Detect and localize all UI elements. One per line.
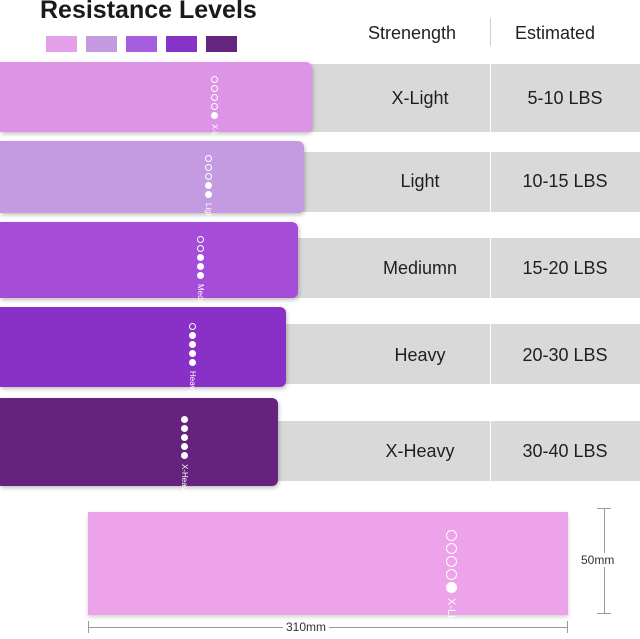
level-dot — [197, 236, 204, 243]
band-medium: Meduim — [0, 222, 298, 312]
level-dot — [445, 582, 457, 593]
band-label: X-Light — [210, 124, 219, 150]
level-dot — [181, 443, 188, 450]
band-heavy: Heavy — [0, 307, 286, 394]
estimated-value: 15-20 LBS — [522, 258, 608, 278]
band-label: X-Light — [445, 598, 457, 633]
estimated-value: 30-40 LBS — [522, 441, 608, 461]
row-divider — [490, 324, 491, 384]
row-divider — [490, 152, 491, 212]
level-dot — [181, 452, 188, 459]
band-label: Light — [204, 203, 213, 221]
level-dot — [181, 434, 188, 441]
estimated-column-header: Estimated — [515, 23, 596, 43]
band-marker: X-Heavy — [180, 416, 189, 495]
band-marker: Meduim — [196, 236, 205, 312]
level-dot — [181, 425, 188, 432]
table-row — [240, 238, 640, 298]
dimension-cap — [597, 508, 611, 509]
strength-label: Heavy — [394, 345, 446, 365]
level-dot — [211, 112, 218, 119]
band-label: Meduim — [196, 284, 205, 313]
level-dot — [211, 85, 218, 92]
level-dot — [181, 416, 188, 423]
dimension-cap — [597, 613, 611, 614]
table-row — [240, 324, 640, 384]
row-divider — [490, 238, 491, 298]
table-row — [240, 421, 640, 481]
swatch-3 — [126, 36, 157, 52]
dimension-cap — [567, 621, 568, 633]
strength-label: Mediumn — [382, 258, 458, 278]
band-marker: X-Light — [445, 530, 457, 633]
band-x-light: X-Light — [0, 62, 312, 149]
level-dot — [189, 341, 196, 348]
row-divider — [490, 421, 491, 481]
estimated-value: 5-10 LBS — [527, 88, 603, 108]
estimated-value: 20-30 LBS — [522, 345, 608, 365]
level-dot — [197, 254, 204, 261]
level-dot — [189, 332, 196, 339]
level-dot — [189, 350, 196, 357]
dimension-cap — [88, 621, 89, 633]
band-label: Heavy — [188, 371, 197, 394]
swatch-5 — [206, 36, 237, 52]
level-dot — [205, 164, 212, 171]
level-dot — [445, 530, 457, 541]
color-swatches — [46, 36, 237, 52]
level-dot — [205, 173, 212, 180]
strength-column-header: Strenength — [368, 23, 457, 43]
band-x-heavy: X-Heavy — [0, 398, 278, 495]
level-dot — [205, 182, 212, 189]
level-dot — [211, 76, 218, 83]
strength-label: Light — [400, 171, 440, 191]
swatch-4 — [166, 36, 197, 52]
level-dot — [189, 359, 196, 366]
row-divider — [490, 64, 491, 132]
band-light: Light — [0, 141, 304, 220]
level-dot — [211, 94, 218, 101]
level-dot — [189, 323, 196, 330]
level-dot — [197, 272, 204, 279]
level-dot — [205, 191, 212, 198]
band-label: X-Heavy — [180, 464, 189, 495]
strength-label: X-Heavy — [385, 441, 455, 461]
estimated-value: 10-15 LBS — [522, 171, 608, 191]
strength-label: X-Light — [391, 88, 449, 108]
band-marker: Heavy — [188, 323, 197, 394]
table-row — [240, 152, 640, 212]
width-dimension-label: 310mm — [283, 620, 330, 634]
band-marker: X-Light — [210, 76, 219, 149]
swatch-1 — [46, 36, 77, 52]
level-dot — [445, 569, 457, 580]
level-dot — [205, 155, 212, 162]
page-title: Resistance Levels — [40, 0, 257, 24]
level-dot — [445, 543, 457, 554]
height-dimension-label: 50mm — [578, 553, 618, 567]
header-divider — [490, 18, 491, 46]
level-dot — [197, 245, 204, 252]
level-dot — [197, 263, 204, 270]
band-marker: Light — [204, 155, 213, 220]
level-dot — [445, 556, 457, 567]
level-dot — [211, 103, 218, 110]
sample-band: X-Light — [88, 512, 568, 633]
swatch-2 — [86, 36, 117, 52]
